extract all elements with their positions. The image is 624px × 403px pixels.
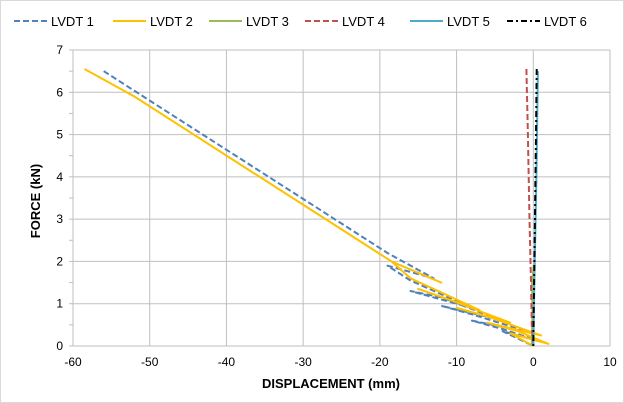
plot-area [84, 68, 550, 347]
x-tick-label: 0 [530, 355, 537, 369]
x-axis-ticks: -60 -50 -40 -30 -20 -10 0 10 [64, 355, 617, 369]
y-axis-ticks: 0 1 2 3 4 5 6 7 [56, 43, 63, 353]
y-tick-label: 4 [56, 170, 63, 184]
y-axis-title: FORCE (kN) [28, 164, 43, 238]
legend-label: LVDT 5 [447, 14, 490, 29]
legend-label: LVDT 1 [51, 14, 94, 29]
y-tick-label: 6 [56, 85, 63, 99]
y-tick-label: 7 [56, 43, 63, 57]
series-line [532, 68, 538, 347]
series-line [84, 68, 550, 347]
y-tick-label: 1 [56, 297, 63, 311]
legend-label: LVDT 4 [342, 14, 385, 29]
legend-label: LVDT 2 [150, 14, 193, 29]
x-tick-label: -10 [448, 355, 466, 369]
x-tick-label: -20 [371, 355, 389, 369]
x-tick-label: -50 [141, 355, 159, 369]
legend-label: LVDT 3 [246, 14, 289, 29]
y-tick-label: 3 [56, 212, 63, 226]
series-line [525, 68, 535, 347]
series-line [103, 70, 542, 347]
x-tick-label: -60 [64, 355, 82, 369]
y-tick-label: 5 [56, 128, 63, 142]
y-tick-label: 0 [56, 339, 63, 353]
grid [69, 49, 611, 347]
x-tick-label: -30 [294, 355, 312, 369]
x-axis-title: DISPLACEMENT (mm) [262, 376, 400, 391]
y-tick-label: 2 [56, 254, 63, 268]
legend-label: LVDT 6 [544, 14, 587, 29]
x-tick-label: 10 [603, 355, 617, 369]
x-tick-label: -40 [218, 355, 236, 369]
legend: LVDT 1 LVDT 2 LVDT 3 LVDT 4 LVDT 5 LVDT 6 [14, 14, 587, 29]
